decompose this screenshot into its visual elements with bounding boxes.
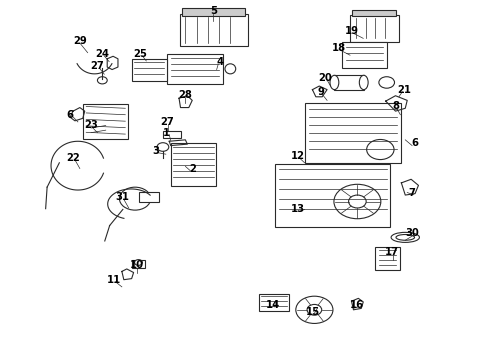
Text: 10: 10 bbox=[129, 260, 144, 270]
Bar bbox=[139, 192, 159, 202]
Text: 23: 23 bbox=[84, 121, 98, 130]
Text: 8: 8 bbox=[392, 102, 399, 112]
Bar bbox=[167, 54, 223, 84]
Text: 9: 9 bbox=[318, 87, 324, 97]
Circle shape bbox=[98, 77, 107, 84]
Bar bbox=[350, 15, 399, 42]
Circle shape bbox=[379, 77, 394, 88]
Text: 30: 30 bbox=[405, 228, 419, 238]
Bar bbox=[259, 294, 289, 311]
Text: 24: 24 bbox=[96, 49, 109, 59]
Bar bbox=[275, 164, 390, 226]
Circle shape bbox=[157, 143, 169, 151]
Ellipse shape bbox=[225, 64, 236, 74]
Text: 4: 4 bbox=[216, 57, 223, 67]
Text: 31: 31 bbox=[115, 192, 129, 202]
Text: 22: 22 bbox=[66, 153, 80, 163]
Text: 16: 16 bbox=[349, 300, 364, 310]
Circle shape bbox=[296, 296, 333, 323]
Text: 27: 27 bbox=[160, 117, 173, 127]
Text: 6: 6 bbox=[412, 139, 418, 148]
Text: 3: 3 bbox=[153, 145, 160, 156]
Text: 27: 27 bbox=[91, 61, 104, 71]
Text: 1: 1 bbox=[163, 128, 171, 138]
Bar bbox=[83, 104, 128, 139]
Bar bbox=[334, 75, 364, 90]
Text: 5: 5 bbox=[210, 6, 217, 17]
Bar bbox=[171, 143, 216, 186]
Bar bbox=[132, 260, 146, 267]
Circle shape bbox=[367, 139, 394, 159]
Bar bbox=[179, 14, 248, 46]
Text: 14: 14 bbox=[266, 300, 280, 310]
Text: 29: 29 bbox=[73, 36, 87, 46]
Text: 15: 15 bbox=[305, 307, 319, 317]
Text: 19: 19 bbox=[344, 26, 359, 36]
Text: 11: 11 bbox=[107, 275, 121, 285]
Text: 2: 2 bbox=[189, 163, 196, 174]
Bar bbox=[305, 103, 401, 163]
Circle shape bbox=[120, 187, 151, 210]
Bar bbox=[132, 59, 167, 81]
Text: 20: 20 bbox=[319, 73, 333, 83]
Text: 28: 28 bbox=[178, 90, 193, 100]
Bar bbox=[375, 247, 400, 270]
Circle shape bbox=[307, 305, 322, 315]
Ellipse shape bbox=[391, 232, 419, 242]
Text: 13: 13 bbox=[291, 204, 305, 215]
Text: 21: 21 bbox=[397, 85, 411, 95]
Bar bbox=[163, 131, 181, 138]
Text: 17: 17 bbox=[385, 247, 398, 257]
Text: 25: 25 bbox=[133, 49, 147, 59]
Circle shape bbox=[348, 195, 366, 208]
Text: 12: 12 bbox=[291, 150, 305, 161]
Bar bbox=[342, 42, 387, 68]
Ellipse shape bbox=[330, 75, 339, 90]
Text: 7: 7 bbox=[409, 188, 416, 198]
Bar bbox=[352, 10, 396, 16]
Bar bbox=[182, 8, 245, 16]
Circle shape bbox=[334, 184, 381, 219]
Ellipse shape bbox=[396, 234, 415, 240]
Ellipse shape bbox=[359, 75, 368, 90]
Text: 6: 6 bbox=[67, 110, 74, 120]
Text: 18: 18 bbox=[332, 43, 346, 53]
Circle shape bbox=[135, 260, 143, 265]
